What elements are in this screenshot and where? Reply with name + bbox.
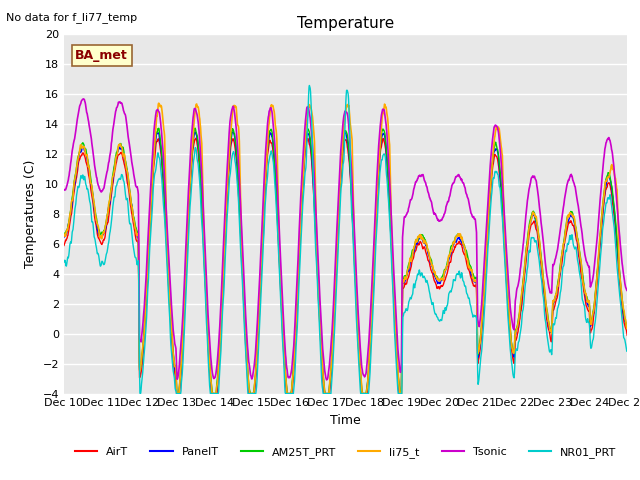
AM25T_PRT (434, 275, 442, 281)
AirT (60, 242, 68, 248)
X-axis label: Time: Time (330, 414, 361, 427)
AirT (172, 376, 179, 382)
Line: AirT: AirT (64, 138, 627, 394)
AirT (557, 265, 565, 271)
Text: No data for f_li77_temp: No data for f_li77_temp (6, 12, 138, 23)
Y-axis label: Temperatures (C): Temperatures (C) (24, 159, 37, 268)
NR01_PRT (623, 348, 631, 354)
PanelT (60, 234, 68, 240)
li75_t (249, 391, 257, 396)
li75_t (155, 100, 163, 106)
PanelT (623, 326, 631, 332)
NR01_PRT (136, 391, 144, 396)
Tsonic (60, 187, 68, 192)
Line: NR01_PRT: NR01_PRT (64, 85, 627, 394)
li75_t (173, 391, 181, 396)
AirT (623, 333, 631, 338)
AM25T_PRT (186, 185, 193, 191)
AM25T_PRT (191, 125, 199, 131)
PanelT (172, 369, 179, 374)
PanelT (557, 260, 565, 266)
AirT (508, 345, 515, 351)
Tsonic (172, 346, 180, 351)
NR01_PRT (186, 211, 193, 216)
PanelT (434, 281, 442, 287)
li75_t (623, 326, 631, 332)
AM25T_PRT (60, 230, 68, 236)
AM25T_PRT (172, 364, 179, 370)
NR01_PRT (508, 358, 515, 363)
Text: BA_met: BA_met (76, 49, 128, 62)
AirT (249, 391, 257, 396)
AirT (186, 195, 193, 201)
NR01_PRT (557, 286, 565, 292)
PanelT (173, 391, 181, 396)
Line: AM25T_PRT: AM25T_PRT (64, 128, 627, 394)
AM25T_PRT (557, 256, 565, 262)
AM25T_PRT (249, 391, 257, 396)
li75_t (508, 340, 515, 346)
Tsonic (249, 373, 257, 379)
Legend: AirT, PanelT, AM25T_PRT, li75_t, Tsonic, NR01_PRT: AirT, PanelT, AM25T_PRT, li75_t, Tsonic,… (70, 443, 621, 462)
AM25T_PRT (623, 323, 631, 329)
Line: PanelT: PanelT (64, 132, 627, 394)
li75_t (186, 180, 194, 186)
li75_t (434, 276, 442, 282)
AM25T_PRT (508, 339, 515, 345)
PanelT (249, 391, 257, 396)
Tsonic (323, 377, 330, 383)
AirT (434, 285, 442, 290)
PanelT (229, 129, 237, 135)
Title: Temperature: Temperature (297, 16, 394, 31)
li75_t (172, 366, 180, 372)
Line: Tsonic: Tsonic (64, 99, 627, 380)
Tsonic (557, 221, 565, 227)
NR01_PRT (249, 391, 257, 396)
NR01_PRT (434, 315, 442, 321)
Tsonic (623, 288, 631, 294)
li75_t (60, 233, 68, 239)
AirT (173, 391, 180, 396)
AirT (192, 135, 200, 141)
NR01_PRT (305, 83, 313, 88)
PanelT (186, 187, 193, 193)
Tsonic (186, 166, 193, 171)
NR01_PRT (172, 387, 180, 393)
Tsonic (434, 217, 442, 223)
li75_t (557, 259, 565, 264)
NR01_PRT (60, 259, 68, 265)
Line: li75_t: li75_t (64, 103, 627, 394)
AM25T_PRT (173, 391, 181, 396)
Tsonic (508, 314, 515, 320)
PanelT (508, 340, 515, 346)
Tsonic (80, 96, 88, 102)
